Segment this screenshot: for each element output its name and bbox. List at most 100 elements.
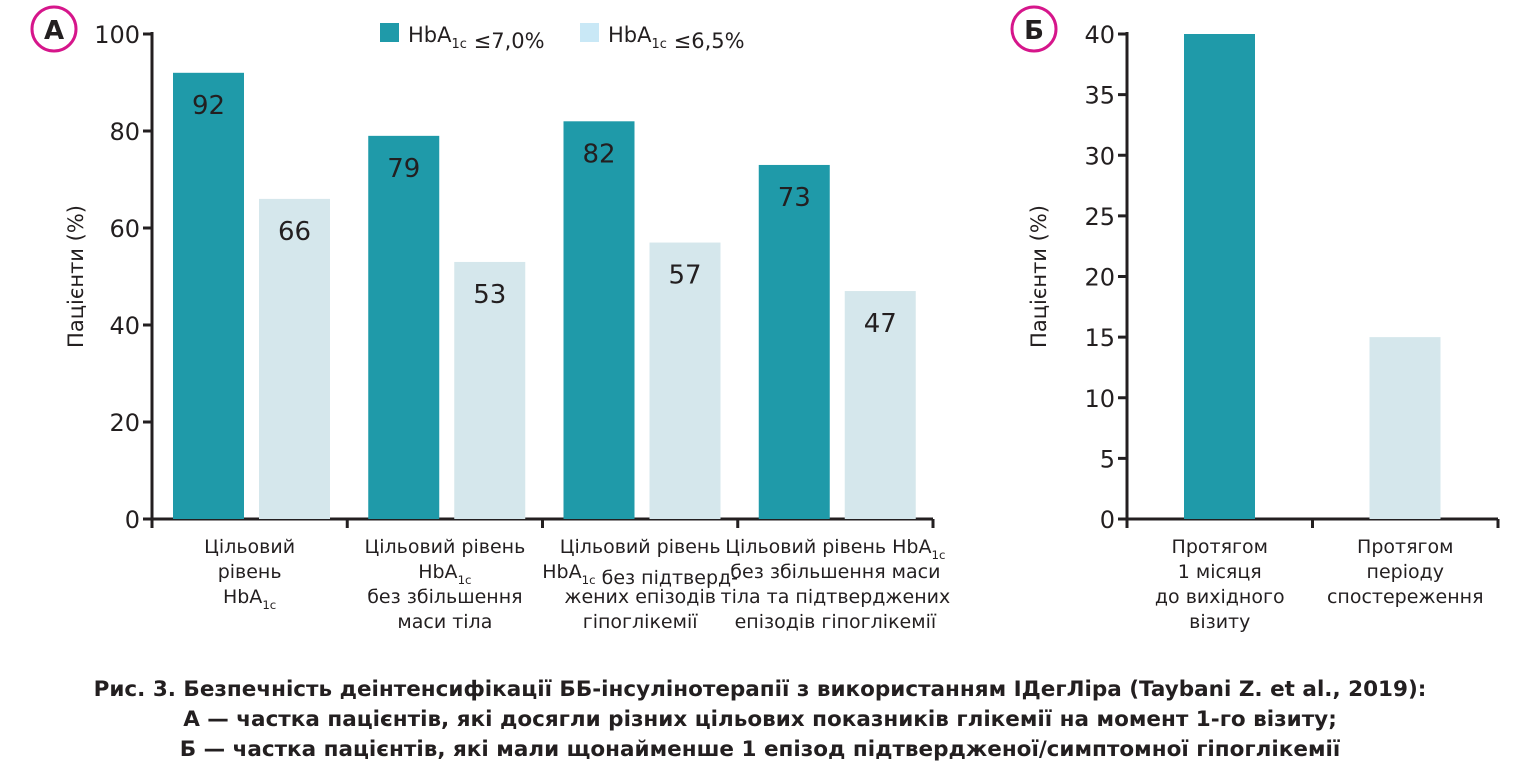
legend-label: HbA1c ≤6,5% xyxy=(608,23,745,53)
bar-value-label: 79 xyxy=(387,154,420,184)
x-category-label: Цільовий рівень xyxy=(560,536,721,558)
y-tick-label: 35 xyxy=(1084,82,1115,110)
subscript: 1c xyxy=(458,573,472,587)
y-tick-label: 40 xyxy=(109,312,140,340)
y-tick-label: 30 xyxy=(1084,142,1115,170)
x-category-label: епізодів гіпоглікемії xyxy=(735,611,937,633)
bar-value-label: 92 xyxy=(192,91,225,121)
text-part: рівень xyxy=(218,561,282,583)
y-tick-label: 0 xyxy=(125,506,140,534)
y-tick-label: 15 xyxy=(1084,324,1115,352)
text-part: Протягом xyxy=(1172,536,1268,558)
y-tick-label: 25 xyxy=(1084,203,1115,231)
x-category-label: без збільшення xyxy=(367,586,522,608)
panel-label-circle xyxy=(30,5,78,53)
x-category-label: жених епізодів xyxy=(564,586,716,608)
subscript: 1c xyxy=(452,37,467,52)
text-part: HbA xyxy=(892,536,931,558)
bar-value-label: 73 xyxy=(778,183,811,213)
panel-label: А xyxy=(44,16,64,46)
text-part: тіла та підтверджених xyxy=(721,586,951,608)
x-category-label: візиту xyxy=(1189,611,1250,633)
text-part: HbA xyxy=(418,561,457,583)
bar xyxy=(649,242,721,520)
bar xyxy=(173,72,244,520)
bar-value-label: 82 xyxy=(582,139,615,169)
y-tick-label: 20 xyxy=(1084,264,1115,292)
x-category-label: HbA1c без підтверд- xyxy=(542,561,738,589)
text-part: HbA xyxy=(408,23,452,47)
text-part: візиту xyxy=(1189,611,1250,633)
bar xyxy=(454,261,526,519)
x-category-label: Протягом xyxy=(1172,536,1268,558)
panel-label: Б xyxy=(1024,16,1044,46)
x-category-label: Цільовий xyxy=(204,536,295,558)
x-category-label: маси тіла xyxy=(397,611,492,633)
text-part: періоду xyxy=(1367,561,1444,583)
text-part: епізодів гіпоглікемії xyxy=(735,611,937,633)
text-part: ≤6,5% xyxy=(667,29,745,53)
x-category-label: періоду xyxy=(1367,561,1444,583)
y-tick-label: 0 xyxy=(1100,506,1115,534)
text-part: 1 місяця xyxy=(1178,561,1262,583)
x-category-label: Протягом xyxy=(1357,536,1453,558)
x-category-label: без збільшення маси xyxy=(730,561,940,583)
text-part: до вихідного xyxy=(1155,586,1285,608)
subscript: 1c xyxy=(582,573,596,587)
y-axis-label: Пацієнти (%) xyxy=(1027,205,1051,348)
x-category-label: Цільовий рівень HbA1c xyxy=(725,536,945,562)
bar-value-label: 53 xyxy=(473,280,506,310)
x-category-label: 1 місяця xyxy=(1178,561,1262,583)
bar xyxy=(758,164,830,519)
text-part: маси тіла xyxy=(397,611,492,633)
text-part: Цільовий рівень xyxy=(560,536,721,558)
legend-label: HbA1c ≤7,0% xyxy=(408,23,545,53)
text-part: HbA xyxy=(223,586,262,608)
text-part: гіпоглікемії xyxy=(583,611,698,633)
chart-panel-a: А 0 20 40 60 80 100 Пацієнти (%) Цільовий рівень H… xyxy=(30,5,951,633)
legend-swatch xyxy=(380,23,399,42)
subscript: 1c xyxy=(652,37,667,52)
caption-line-3: Б — частка пацієнтів, які мали щонайменш… xyxy=(180,737,1341,762)
text-part: Цільовий рівень xyxy=(364,536,525,558)
x-category-label: HbA1c xyxy=(418,561,471,587)
bar xyxy=(563,121,635,520)
caption-line-2: А — частка пацієнтів, які досягли різних… xyxy=(183,707,1337,732)
x-category-label: до вихідного xyxy=(1155,586,1285,608)
bar xyxy=(1184,34,1255,519)
bar xyxy=(1369,337,1441,519)
x-category-label: HbA1c xyxy=(223,586,276,612)
legend-swatch xyxy=(580,23,599,42)
x-category-label: тіла та підтверджених xyxy=(721,586,951,608)
bar xyxy=(368,135,440,519)
text-part: жених епізодів xyxy=(564,586,716,608)
x-category-label: Цільовий рівень xyxy=(364,536,525,558)
y-tick-label: 80 xyxy=(109,118,140,146)
y-tick-label: 100 xyxy=(94,21,140,49)
text-part: спостереження xyxy=(1327,586,1484,608)
bar xyxy=(844,291,916,519)
bar-value-label: 66 xyxy=(278,217,311,247)
y-tick-label: 10 xyxy=(1084,385,1115,413)
bar xyxy=(259,198,330,519)
subscript: 1c xyxy=(262,598,276,612)
text-part: HbA xyxy=(608,23,652,47)
y-axis-label: Пацієнти (%) xyxy=(64,205,88,348)
text-part: Цільовий xyxy=(204,536,295,558)
chart-panel-b: Б 0 5 10 15 20 25 30 35 40 Пацієнти (%) Протягом 1 м… xyxy=(1010,5,1500,633)
subscript: 1c xyxy=(931,548,945,562)
text-part: без збільшення xyxy=(367,586,522,608)
caption-line-1: Рис. 3. Безпечність деінтенсифікації ББ-… xyxy=(94,677,1427,702)
text-part: Протягом xyxy=(1357,536,1453,558)
bar-value-label: 57 xyxy=(668,261,701,291)
text-part: HbA xyxy=(542,561,581,583)
figure-caption: Рис. 3. Безпечність деінтенсифікації ББ-… xyxy=(94,677,1427,762)
y-tick-label: 40 xyxy=(1084,21,1115,49)
text-part: Цільовий рівень xyxy=(725,536,892,558)
y-tick-label: 60 xyxy=(109,215,140,243)
text-part: без збільшення маси xyxy=(730,561,940,583)
x-category-label: рівень xyxy=(218,561,282,583)
panel-label-circle xyxy=(1010,5,1058,53)
x-category-label: спостереження xyxy=(1327,586,1484,608)
